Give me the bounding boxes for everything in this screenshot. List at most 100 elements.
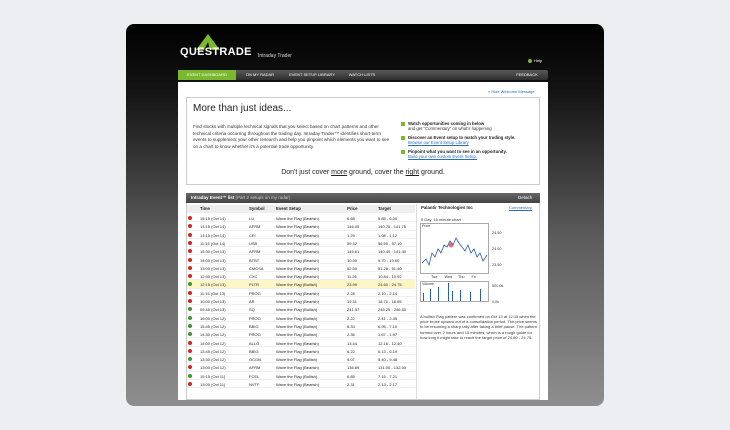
event-row[interactable]: 09:45 (Oct 13) SQ Wave the Flag (Bullish) 2… — [187, 305, 415, 314]
mini-chart — [420, 223, 489, 302]
cell: 15:45 (Oct 12) — [200, 323, 226, 329]
column-label: Target — [378, 206, 391, 211]
cell: 2.13 - 2.17 — [378, 382, 398, 387]
event-row[interactable]: 14:00 (Oct 12) ALLO Wave the Flag (Bearish… — [187, 339, 415, 347]
cell: 131.00 - 132.00 — [378, 365, 407, 371]
cell: 13:15 (Oct 14) — [200, 232, 226, 238]
direction-icon — [188, 307, 192, 312]
description: A bullish Flag pattern was confirmed on … — [420, 314, 538, 340]
day-tick: Thu — [458, 275, 465, 279]
event-row[interactable]: 13:45 (Oct 12) BBIG Wave the Flag (Bearish… — [187, 347, 415, 356]
tagline-part: more — [331, 169, 348, 176]
cell: 15:15 (Oct 14) — [200, 216, 226, 221]
cell: 15:30 (Oct 13) — [200, 249, 226, 255]
nav-feedback[interactable]: FEEDBACK — [516, 72, 538, 77]
cell: 13:00 (Oct 12) — [200, 365, 226, 371]
cell: 15:15 (Oct 11) — [200, 373, 226, 379]
cell: 51.28 - 51.40 — [378, 265, 402, 271]
cell: 2.10 - 2.14 — [378, 290, 398, 296]
event-row[interactable]: 10:00 (Oct 13) AR Wave the Flag (Bearish) 1… — [187, 297, 415, 306]
item-bold: Discover an Event setup to match your tr… — [408, 135, 516, 140]
nav-tab[interactable]: WATCH LISTS — [348, 72, 376, 77]
cell: BTBT — [249, 257, 260, 263]
volume-tick: 500.0k — [492, 284, 504, 288]
cell: AFRM — [249, 365, 261, 371]
cell: 9.07 — [347, 357, 355, 363]
item-link[interactable]: Browse our Event Setup Library — [408, 140, 469, 145]
cell: PLTR — [249, 282, 259, 288]
item-link[interactable]: Build your own custom Event Setup. — [408, 154, 478, 159]
welcome-title: More than just ideas... — [193, 103, 292, 114]
cell: Wave the Flag (Bullish) — [276, 282, 318, 288]
event-row[interactable]: 16:00 (Oct 12) PROG Wave the Flag (Bullish… — [187, 314, 415, 322]
tagline-part: ground. — [419, 169, 445, 176]
column-header — [187, 205, 415, 213]
event-row[interactable]: 13:00 (Oct 12) AFRM Wave the Flag (Bearish… — [187, 363, 415, 372]
event-row[interactable]: 12:15 (Oct 13) PLTR Wave the Flag (Bullish… — [187, 280, 415, 289]
direction-icon — [188, 257, 192, 262]
event-row[interactable]: 15:15 (Oct 14) LU Wave the Flag (Bearish) 6… — [187, 214, 415, 223]
cell: 19.31 — [347, 299, 358, 304]
event-row[interactable]: 14:00 (Oct 13) BTBT Wave the Flag (Bearish… — [187, 256, 415, 264]
event-row[interactable]: 11:15 (Oct 14) USB Wave the Flag (Bearish)… — [187, 239, 415, 248]
direction-icon — [188, 365, 192, 370]
hide-welcome[interactable]: « Hide Welcome Message — [488, 89, 535, 94]
cell: 146.05 — [347, 224, 360, 230]
check-icon — [401, 136, 405, 140]
event-row[interactable]: 13:15 (Oct 14) AFRM Wave the Flag (Bearish… — [187, 222, 415, 231]
direction-icon — [188, 332, 192, 337]
cell: LU — [249, 216, 255, 221]
cell: AFRM — [249, 224, 261, 230]
cell: BBIG — [249, 323, 259, 329]
event-row[interactable]: 13:30 (Oct 12) OCGN Wave the Flag (Bullish… — [187, 355, 415, 364]
direction-icon — [188, 224, 192, 229]
logo-icon — [196, 34, 220, 50]
event-title: Intraday Event™ list — [191, 195, 235, 200]
item-text: and get "Commentary" on what's happening — [408, 126, 492, 131]
detach[interactable]: Detach — [518, 195, 533, 200]
event-row[interactable]: 15:45 (Oct 12) BBIG Wave the Flag (Bullish… — [187, 322, 415, 331]
cell: 14:00 (Oct 13) — [200, 257, 226, 263]
commentary-link[interactable]: Commentary — [509, 205, 532, 210]
direction-icon — [188, 249, 192, 254]
direction-icon — [188, 282, 192, 287]
cell: 10.90 — [347, 257, 358, 263]
direction-icon — [188, 323, 192, 328]
cell: Wave the Flag (Bearish) — [276, 365, 319, 371]
nav-tab[interactable]: EVENT SETUP LIBRARY — [289, 72, 335, 77]
event-row[interactable]: 15:30 (Oct 13) AFRM Wave the Flag (Bearish… — [187, 247, 415, 256]
cell: 245.25 - 246.50 — [378, 307, 407, 313]
event-row[interactable]: 13:15 (Oct 14) CEI Wave the Flag (Bearish)… — [187, 231, 415, 239]
nav-tab[interactable]: ON MY RADAR — [245, 72, 275, 77]
event-row[interactable]: 13:00 (Oct 11) NVTF Wave the Flag (Bearish… — [187, 380, 415, 389]
cell: 11:15 (Oct 13) — [200, 290, 226, 296]
cell: 2.41 - 2.45 — [378, 315, 398, 321]
event-header — [186, 193, 540, 203]
direction-icon — [188, 274, 192, 279]
event-row[interactable]: 11:15 (Oct 13) PROG Wave the Flag (Bearish… — [187, 289, 415, 297]
cell: Wave the Flag (Bearish) — [276, 257, 319, 263]
cell: 2.36 — [347, 332, 355, 338]
direction-icon — [188, 265, 192, 270]
cell: 24.60 - 24.75 — [378, 282, 402, 288]
column-label: Time — [200, 206, 210, 211]
event-row[interactable]: 14:30 (Oct 12) PROG Wave the Flag (Bullish… — [187, 330, 415, 339]
price-tick: 23.50 — [492, 263, 502, 267]
direction-icon — [188, 315, 192, 320]
event-row[interactable]: 15:15 (Oct 11) FCEL Wave the Flag (Bullish… — [187, 372, 415, 380]
help-link[interactable]: Help — [534, 58, 543, 63]
nav-tab[interactable]: EVENT DASHBOARD — [178, 70, 236, 80]
direction-icon — [188, 299, 192, 303]
cell: 6.68 — [347, 216, 355, 221]
cell: Wave the Flag (Bullish) — [276, 332, 318, 338]
event-row[interactable]: 12:30 (Oct 13) CXC Wave the Flag (Bearish)… — [187, 272, 415, 281]
tagline: Don't just cover more ground, cover the … — [0, 169, 726, 177]
cell: 6.95 - 7.10 — [378, 323, 398, 329]
cell: Wave the Flag (Bullish) — [276, 373, 318, 379]
cell: 10:00 (Oct 13) — [200, 299, 226, 304]
cell: 13.44 — [347, 340, 358, 346]
price-tick: 24.50 — [492, 231, 502, 235]
event-row[interactable]: 13:00 (Oct 13) CMCSA Wave the Flag (Bearis… — [187, 264, 415, 273]
cell: 1.08 - 1.12 — [378, 232, 398, 238]
